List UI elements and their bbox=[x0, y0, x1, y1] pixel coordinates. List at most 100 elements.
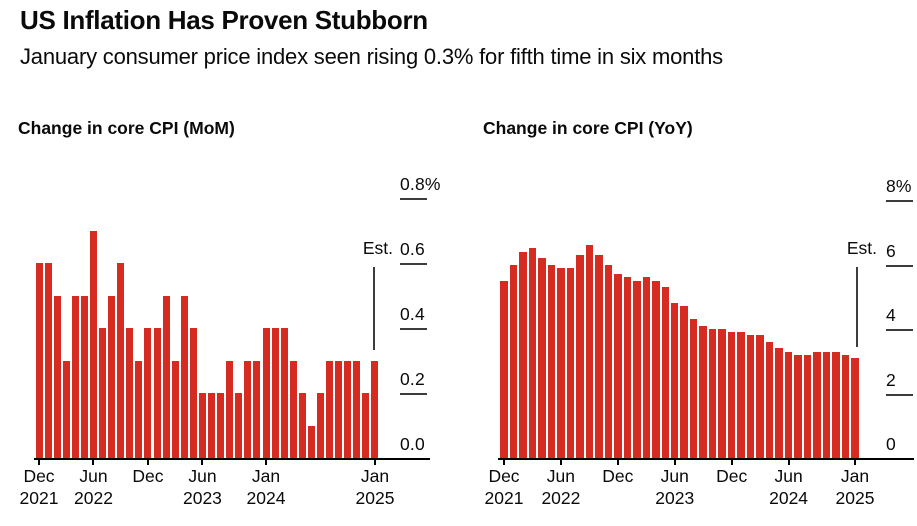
bar bbox=[500, 280, 508, 458]
bar bbox=[680, 306, 688, 458]
bar bbox=[180, 295, 188, 458]
x-tick bbox=[730, 460, 733, 465]
x-tick-label: Jun 2023 bbox=[655, 466, 695, 508]
bar bbox=[623, 277, 632, 458]
x-tick bbox=[559, 460, 562, 465]
bar bbox=[62, 360, 70, 458]
bar bbox=[244, 360, 252, 458]
bar bbox=[547, 264, 556, 458]
bar bbox=[642, 277, 651, 458]
bar bbox=[198, 393, 206, 458]
y-tick-label: 0 bbox=[886, 434, 896, 454]
bar bbox=[708, 329, 717, 458]
bar bbox=[80, 295, 88, 458]
x-tick bbox=[787, 460, 790, 465]
bar bbox=[99, 328, 107, 458]
x-tick bbox=[146, 460, 149, 465]
y-tick bbox=[886, 200, 913, 202]
x-tick-label: Jun 2024 bbox=[769, 466, 809, 508]
bar bbox=[126, 328, 134, 458]
x-tick-label: Dec bbox=[602, 466, 634, 486]
bar bbox=[689, 319, 698, 458]
bar bbox=[538, 258, 546, 458]
bar bbox=[756, 335, 764, 458]
bar bbox=[813, 351, 821, 458]
bar bbox=[614, 274, 622, 458]
x-tick-label: Jan 2025 bbox=[835, 466, 875, 508]
y-tick-label: 6 bbox=[886, 240, 896, 261]
y-tick bbox=[400, 393, 427, 395]
bar bbox=[298, 393, 306, 458]
bar bbox=[784, 351, 793, 458]
x-tick-label: Jan 2025 bbox=[355, 466, 395, 508]
yoy-chart-title: Change in core CPI (YoY) bbox=[483, 118, 693, 138]
x-tick bbox=[616, 460, 619, 465]
yoy-est-label: Est. bbox=[846, 238, 877, 258]
bar bbox=[117, 263, 125, 458]
y-tick-label: 0.6 bbox=[400, 239, 425, 259]
bar bbox=[271, 328, 279, 458]
bar bbox=[841, 354, 850, 458]
bar bbox=[727, 332, 736, 458]
x-tick bbox=[853, 460, 856, 465]
bar bbox=[519, 251, 527, 458]
x-tick-label: Dec 2021 bbox=[19, 466, 59, 508]
bar bbox=[307, 425, 315, 458]
bar bbox=[566, 267, 575, 458]
bar bbox=[699, 325, 707, 458]
x-tick bbox=[38, 460, 40, 465]
y-tick bbox=[400, 328, 427, 330]
bar bbox=[35, 263, 43, 458]
bar bbox=[108, 295, 116, 458]
bar bbox=[262, 328, 270, 458]
x-axis-line bbox=[498, 458, 914, 460]
x-tick-label: Dec bbox=[132, 466, 164, 486]
bar bbox=[557, 267, 565, 458]
bar bbox=[217, 393, 225, 458]
bar bbox=[371, 360, 379, 458]
bar bbox=[633, 280, 641, 458]
bar bbox=[89, 230, 97, 458]
bar bbox=[803, 354, 812, 458]
y-tick bbox=[886, 264, 913, 267]
x-tick-label: Dec bbox=[716, 466, 748, 486]
bar bbox=[509, 264, 518, 458]
bar bbox=[670, 303, 679, 458]
x-tick-label: Jan 2024 bbox=[246, 466, 286, 508]
y-tick bbox=[400, 198, 427, 200]
x-axis-line bbox=[34, 458, 430, 460]
y-tick-label: 0.2 bbox=[400, 369, 425, 389]
bar bbox=[335, 360, 343, 458]
bar bbox=[289, 360, 297, 458]
x-tick-label: Jun 2022 bbox=[541, 466, 581, 508]
bar bbox=[737, 332, 745, 458]
x-tick bbox=[92, 460, 95, 465]
bar bbox=[135, 360, 143, 458]
bar bbox=[746, 335, 755, 458]
bar bbox=[235, 393, 243, 458]
bar bbox=[208, 393, 216, 458]
mom-est-label: Est. bbox=[362, 238, 393, 258]
bar bbox=[162, 295, 170, 458]
x-tick bbox=[373, 460, 376, 465]
bar bbox=[822, 351, 831, 458]
bar bbox=[144, 328, 152, 458]
bar bbox=[832, 351, 840, 458]
bar bbox=[775, 348, 783, 458]
x-tick bbox=[265, 460, 268, 465]
y-tick-label: 8% bbox=[886, 176, 912, 196]
y-tick bbox=[400, 263, 427, 265]
bar bbox=[765, 341, 774, 458]
bar bbox=[604, 264, 613, 458]
x-tick-label: Jun 2023 bbox=[182, 466, 222, 508]
x-tick bbox=[673, 460, 676, 465]
bar bbox=[851, 358, 859, 458]
bar bbox=[317, 393, 324, 458]
bar bbox=[171, 360, 179, 458]
figure-subtitle: January consumer price index seen rising… bbox=[20, 44, 723, 69]
bar bbox=[44, 263, 52, 458]
bar bbox=[661, 287, 669, 458]
y-tick-label: 0.0 bbox=[400, 434, 425, 454]
bar bbox=[362, 393, 370, 458]
